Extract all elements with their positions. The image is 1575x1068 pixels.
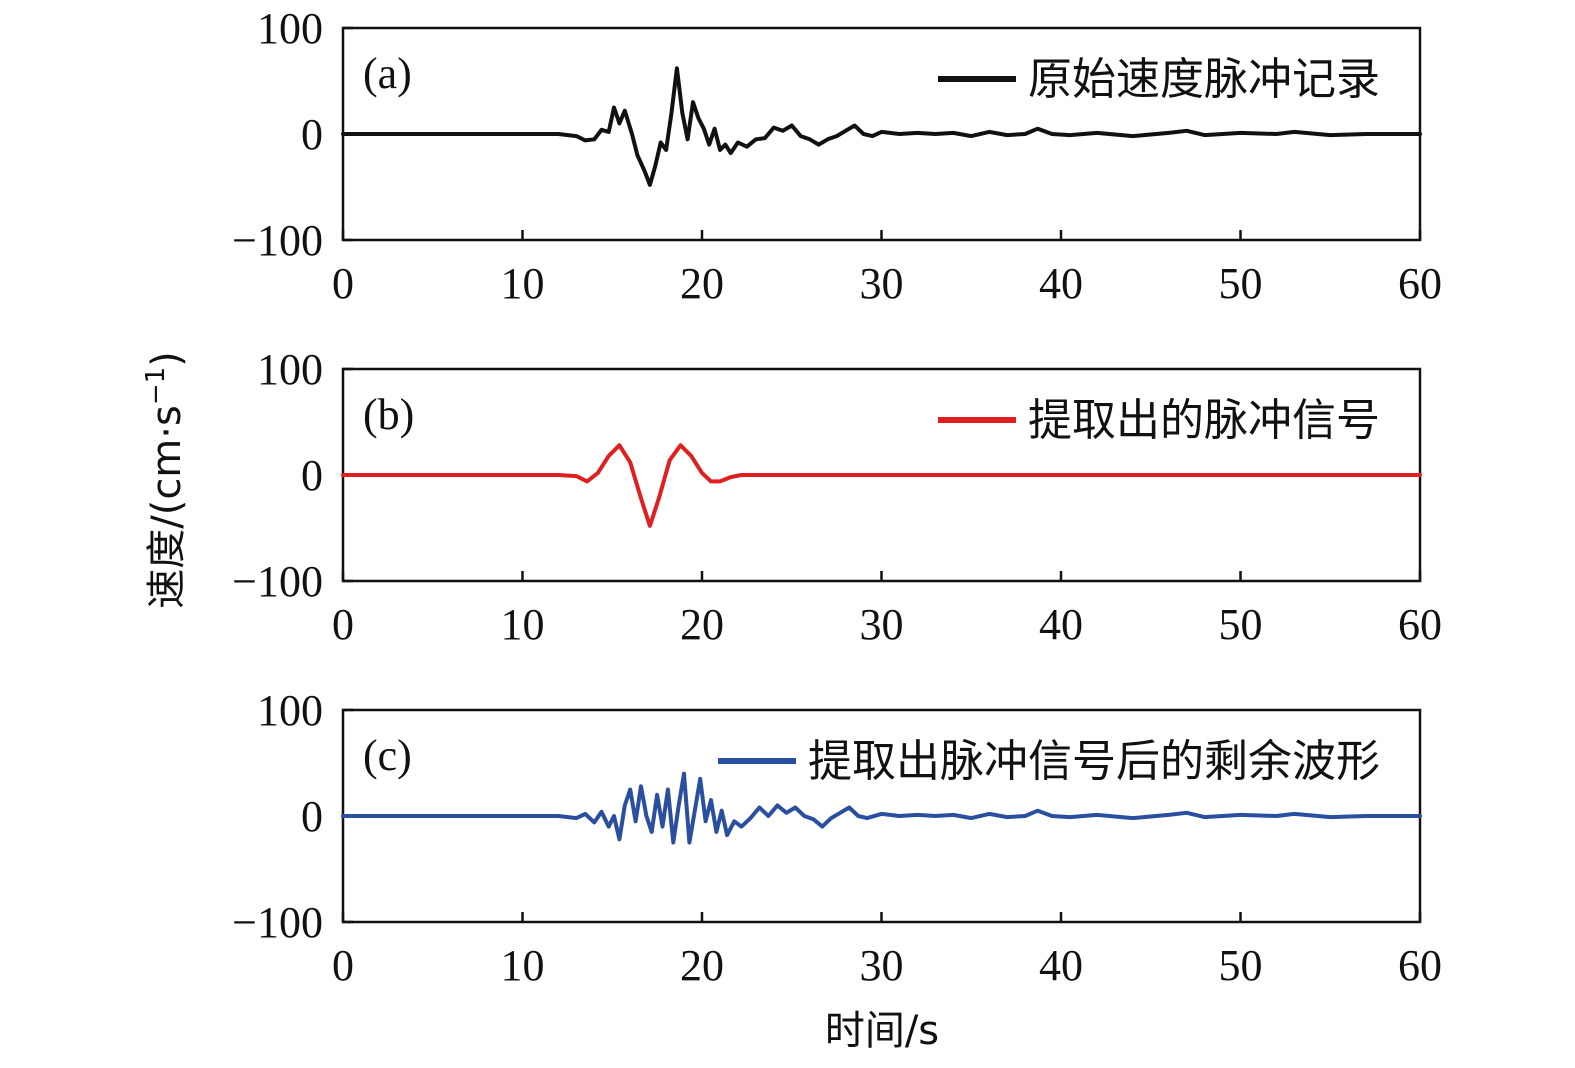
x-tick-label: 40 bbox=[1039, 259, 1083, 308]
y-tick-label: 100 bbox=[257, 686, 323, 735]
x-tick-label: 0 bbox=[332, 941, 354, 990]
y-tick-label: 100 bbox=[257, 4, 323, 53]
x-tick-label: 30 bbox=[860, 259, 904, 308]
x-tick-label: 50 bbox=[1219, 600, 1263, 649]
y-tick-label: −100 bbox=[232, 898, 323, 947]
x-tick-label: 10 bbox=[501, 259, 545, 308]
y-axis-title-close: ) bbox=[144, 351, 190, 367]
x-tick-label: 20 bbox=[680, 259, 724, 308]
legend-label: 提取出的脉冲信号 bbox=[1028, 395, 1380, 446]
y-axis-title-superscript: −1 bbox=[141, 367, 171, 405]
y-tick-label: −100 bbox=[232, 557, 323, 606]
series-line bbox=[341, 771, 1422, 845]
x-tick-label: 50 bbox=[1219, 259, 1263, 308]
y-tick-label: 0 bbox=[301, 451, 323, 500]
x-tick-label: 10 bbox=[501, 941, 545, 990]
legend-label: 提取出脉冲信号后的剩余波形 bbox=[808, 736, 1380, 787]
x-tick-label: 0 bbox=[332, 259, 354, 308]
y-tick-label: 0 bbox=[301, 110, 323, 159]
x-tick-label: 10 bbox=[501, 600, 545, 649]
series-line bbox=[341, 66, 1422, 187]
x-tick-label: 60 bbox=[1398, 600, 1442, 649]
legend-label: 原始速度脉冲记录 bbox=[1028, 54, 1380, 105]
y-tick-label: 0 bbox=[301, 792, 323, 841]
x-tick-label: 30 bbox=[860, 600, 904, 649]
x-tick-label: 0 bbox=[332, 600, 354, 649]
y-axis-title: 速度/(cm·s−1) bbox=[141, 351, 190, 609]
y-tick-label: −100 bbox=[232, 216, 323, 265]
x-tick-label: 60 bbox=[1398, 259, 1442, 308]
x-tick-label: 20 bbox=[680, 941, 724, 990]
y-axis-title-main: 速度/(cm·s bbox=[144, 405, 190, 609]
x-tick-label: 40 bbox=[1039, 941, 1083, 990]
panel-label: (c) bbox=[363, 731, 412, 780]
x-axis-title: 时间/s bbox=[825, 1008, 939, 1054]
series-line bbox=[341, 443, 1422, 528]
x-tick-label: 30 bbox=[860, 941, 904, 990]
x-tick-label: 40 bbox=[1039, 600, 1083, 649]
x-tick-label: 20 bbox=[680, 600, 724, 649]
panel-label: (b) bbox=[363, 390, 414, 439]
panel-label: (a) bbox=[363, 49, 412, 98]
x-tick-label: 60 bbox=[1398, 941, 1442, 990]
x-tick-label: 50 bbox=[1219, 941, 1263, 990]
y-tick-label: 100 bbox=[257, 345, 323, 394]
